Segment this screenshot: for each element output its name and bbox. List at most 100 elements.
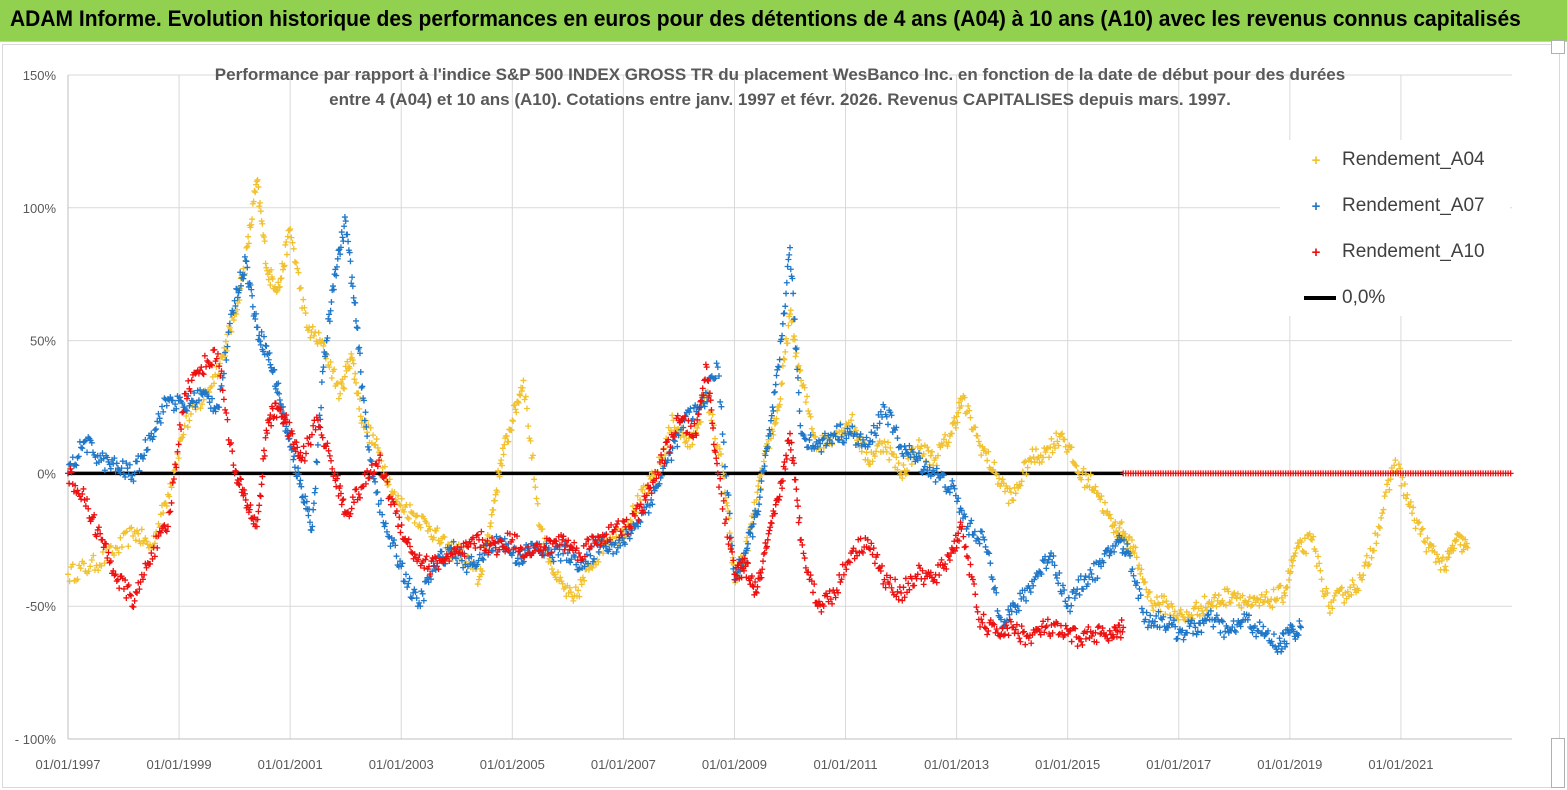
scatter-mark-a04 bbox=[708, 417, 715, 424]
scatter-mark-a10 bbox=[779, 485, 786, 492]
scatter-mark-a10 bbox=[433, 555, 440, 562]
scatter-mark-a10 bbox=[169, 479, 176, 486]
scatter-mark-a04 bbox=[939, 442, 946, 449]
scatter-mark-a07 bbox=[863, 434, 870, 441]
scatter-mark-a07 bbox=[994, 607, 1001, 614]
scatter-mark-a10 bbox=[266, 416, 273, 423]
scatter-mark-a04 bbox=[784, 340, 791, 347]
scatter-mark-a07 bbox=[159, 403, 166, 410]
x-tick-label: 01/01/2011 bbox=[813, 757, 877, 772]
scatter-mark-a04 bbox=[1378, 514, 1385, 521]
scatter-mark-a07 bbox=[117, 470, 124, 477]
scatter-mark-a07 bbox=[312, 485, 319, 492]
scatter-mark-a04 bbox=[1340, 592, 1346, 599]
scatter-mark-a10 bbox=[80, 485, 87, 492]
scatter-mark-a07 bbox=[748, 524, 755, 531]
scatter-mark-a07 bbox=[1071, 595, 1078, 602]
scatter-mark-a04 bbox=[1387, 476, 1394, 483]
scatter-mark-a04 bbox=[1137, 570, 1144, 577]
scatter-mark-a04 bbox=[295, 269, 302, 276]
scatter-mark-a10 bbox=[1074, 643, 1081, 650]
scatter-mark-a10 bbox=[201, 352, 208, 359]
scatter-mark-a07 bbox=[78, 444, 85, 451]
scatter-mark-a10 bbox=[623, 516, 630, 523]
scatter-mark-a10 bbox=[955, 538, 962, 545]
scatter-mark-a07 bbox=[1245, 612, 1252, 619]
scatter-mark-a04 bbox=[1010, 497, 1017, 504]
scatter-mark-a07 bbox=[139, 455, 146, 462]
scatter-mark-a07 bbox=[1112, 542, 1119, 549]
scatter-mark-a04 bbox=[942, 431, 949, 438]
scatter-mark-a10 bbox=[337, 483, 344, 490]
scatter-mark-a04 bbox=[437, 539, 444, 546]
scatter-mark-a07 bbox=[1147, 612, 1154, 619]
x-tick-label: 01/01/2019 bbox=[1257, 757, 1322, 772]
scatter-mark-a10 bbox=[754, 583, 761, 590]
scatter-mark-a07 bbox=[107, 465, 114, 472]
scatter-mark-a10 bbox=[136, 586, 143, 593]
scatter-mark-a10 bbox=[333, 475, 340, 482]
scatter-mark-a07 bbox=[480, 556, 487, 563]
scatter-mark-a07 bbox=[1280, 630, 1287, 637]
scatter-mark-a07 bbox=[1283, 640, 1290, 647]
x-tick-label: 01/01/1997 bbox=[35, 757, 100, 772]
scatter-mark-a10 bbox=[313, 414, 320, 421]
scatter-mark-a07 bbox=[791, 316, 798, 323]
scatter-mark-a10 bbox=[838, 576, 845, 583]
scatter-mark-a04 bbox=[1118, 519, 1125, 526]
scatter-mark-a07 bbox=[1017, 590, 1024, 597]
scatter-mark-a07 bbox=[236, 287, 243, 294]
scatter-mark-a07 bbox=[353, 317, 360, 324]
scatter-mark-a07 bbox=[126, 461, 133, 468]
scatter-mark-a04 bbox=[1381, 493, 1388, 500]
scatter-mark-a07 bbox=[1237, 623, 1244, 630]
scatter-mark-a04 bbox=[675, 425, 682, 432]
scatter-mark-a10 bbox=[93, 533, 100, 540]
scatter-mark-a04 bbox=[175, 455, 182, 462]
scatter-mark-a04 bbox=[1094, 490, 1101, 497]
scatter-mark-a10 bbox=[794, 497, 801, 504]
x-tick-label: 01/01/2021 bbox=[1368, 757, 1433, 772]
scatter-mark-a07 bbox=[432, 566, 439, 573]
scatter-mark-a04 bbox=[1192, 603, 1199, 610]
resize-handle-bottom[interactable] bbox=[1551, 738, 1565, 788]
scatter-mark-a07 bbox=[283, 423, 290, 430]
scatter-mark-a07 bbox=[1256, 619, 1263, 626]
scatter-mark-a04 bbox=[1171, 608, 1178, 615]
scatter-mark-a07 bbox=[364, 433, 371, 440]
scatter-mark-a04 bbox=[410, 510, 417, 517]
scatter-mark-a04 bbox=[1419, 525, 1426, 532]
scatter-mark-a10 bbox=[323, 443, 330, 450]
scatter-mark-a10 bbox=[217, 372, 224, 379]
scatter-mark-a10 bbox=[973, 604, 980, 611]
scatter-mark-a07 bbox=[668, 457, 675, 464]
scatter-mark-a10 bbox=[760, 558, 767, 565]
scatter-mark-a07 bbox=[244, 264, 251, 271]
scatter-mark-a10 bbox=[782, 465, 789, 472]
scatter-mark-a07 bbox=[392, 542, 399, 549]
scatter-mark-a04 bbox=[478, 571, 485, 578]
scatter-mark-a10 bbox=[371, 469, 378, 476]
scatter-mark-a04 bbox=[1349, 577, 1356, 584]
scatter-mark-a10 bbox=[484, 537, 491, 544]
scatter-mark-a07 bbox=[782, 303, 789, 310]
scatter-mark-a07 bbox=[744, 545, 751, 552]
scatter-mark-a07 bbox=[979, 528, 986, 535]
scatter-mark-a07 bbox=[621, 541, 628, 548]
scatter-mark-a10 bbox=[556, 541, 563, 548]
scatter-mark-a07 bbox=[980, 534, 987, 541]
scatter-mark-a07 bbox=[360, 397, 367, 404]
scatter-mark-a10 bbox=[110, 567, 117, 574]
scatter-mark-a07 bbox=[954, 498, 961, 505]
scatter-mark-a04 bbox=[991, 459, 998, 466]
scatter-mark-a07 bbox=[913, 453, 920, 460]
x-tick-label: 01/01/2007 bbox=[591, 757, 656, 772]
scatter-mark-a04 bbox=[1156, 601, 1163, 608]
scatter-mark-a10 bbox=[383, 472, 390, 479]
scatter-mark-a10 bbox=[1119, 628, 1126, 635]
scatter-mark-a07 bbox=[1121, 536, 1128, 543]
scatter-mark-a04 bbox=[1363, 552, 1370, 559]
scatter-mark-a04 bbox=[1280, 599, 1287, 606]
scatter-mark-a07 bbox=[1136, 585, 1143, 592]
resize-handle-top[interactable] bbox=[1551, 40, 1565, 54]
